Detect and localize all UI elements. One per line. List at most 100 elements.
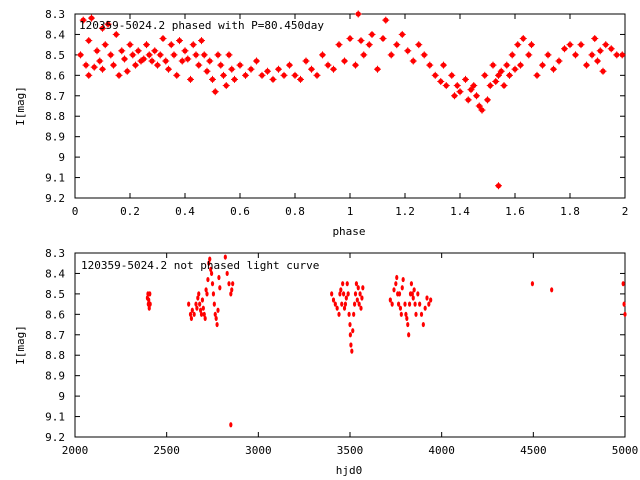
y-tick-label: 8.7 — [45, 90, 65, 103]
data-point — [225, 270, 229, 277]
x-tick-label: 2500 — [153, 444, 180, 457]
data-point — [204, 287, 208, 293]
y-tick-label: 9.1 — [45, 172, 65, 185]
data-point — [93, 47, 101, 55]
y-tick-label: 9.2 — [45, 431, 65, 444]
data-point — [178, 57, 186, 65]
data-point — [308, 65, 315, 73]
data-point — [227, 281, 231, 287]
x-tick-label: 4500 — [520, 444, 547, 457]
data-point — [348, 321, 352, 328]
data-point — [555, 57, 563, 65]
data-point — [198, 301, 202, 307]
data-point — [399, 311, 403, 317]
data-point — [107, 51, 115, 59]
data-point — [566, 41, 574, 49]
data-point — [165, 65, 172, 73]
data-point — [353, 291, 358, 297]
data-point — [218, 285, 222, 291]
data-point — [188, 311, 193, 317]
y-tick-label: 8.6 — [45, 69, 65, 82]
data-point — [184, 55, 192, 63]
data-point — [90, 63, 98, 71]
data-point — [324, 61, 332, 69]
data-point — [539, 61, 546, 69]
data-point — [396, 301, 401, 307]
data-point — [192, 311, 196, 317]
data-point — [495, 71, 502, 79]
data-point — [348, 332, 352, 338]
data-point — [347, 311, 351, 317]
data-point — [217, 61, 225, 69]
data-point — [429, 297, 433, 303]
data-point — [337, 311, 341, 317]
data-point — [352, 61, 359, 69]
x-tick-label: 5000 — [612, 444, 639, 457]
data-point — [500, 82, 508, 90]
data-point — [572, 51, 579, 59]
data-point — [437, 77, 445, 85]
data-point — [382, 16, 390, 24]
data-point — [425, 295, 429, 301]
data-point — [418, 301, 422, 307]
data-point — [187, 301, 191, 307]
chart-title: 120359-5024.2 not phased light curve — [81, 259, 319, 272]
data-point — [247, 65, 255, 73]
data-point — [212, 301, 216, 307]
y-tick-label: 8.9 — [45, 131, 65, 144]
data-point — [214, 315, 218, 322]
y-tick-label: 9.1 — [45, 411, 65, 424]
data-point — [88, 14, 95, 22]
data-point — [416, 291, 420, 297]
data-point — [456, 88, 464, 96]
data-point — [484, 96, 491, 104]
data-point — [340, 301, 344, 307]
data-point — [398, 305, 403, 311]
data-point — [189, 41, 197, 49]
y-ticks: 8.3 8.4 8.5 8.6 8.7 8.8 8.9 9 9.1 9.2 — [45, 247, 625, 444]
data-point — [148, 301, 152, 307]
data-point — [599, 67, 607, 75]
data-point — [339, 287, 343, 293]
data-point — [280, 71, 288, 79]
data-point — [489, 61, 497, 69]
data-point — [173, 71, 181, 79]
y-tick-label: 8.3 — [45, 8, 65, 21]
data-point — [222, 82, 230, 90]
data-point — [210, 281, 215, 287]
data-point — [201, 305, 205, 311]
data-point — [503, 61, 511, 69]
data-point — [196, 295, 200, 301]
data-point — [297, 75, 304, 83]
data-point — [203, 315, 207, 322]
data-point — [341, 57, 348, 65]
data-point — [344, 295, 348, 301]
data-point — [392, 287, 396, 293]
x-tick-label: 0.6 — [230, 205, 250, 218]
data-point — [104, 20, 112, 28]
data-point — [170, 51, 178, 59]
data-point — [508, 51, 516, 59]
data-point — [365, 41, 373, 49]
data-point — [140, 55, 148, 63]
data-point — [148, 57, 156, 65]
data-point — [110, 61, 117, 69]
data-point — [442, 82, 450, 90]
x-tick-label: 2000 — [62, 444, 89, 457]
data-point — [607, 45, 615, 53]
data-point — [528, 41, 535, 49]
data-point — [401, 276, 405, 283]
x-tick-label: 4000 — [428, 444, 455, 457]
data-point — [533, 71, 541, 79]
data-point — [211, 291, 216, 297]
data-point — [577, 41, 585, 49]
data-point — [394, 281, 398, 287]
data-point — [162, 57, 170, 65]
data-point — [393, 41, 401, 49]
data-point — [350, 348, 354, 354]
data-point — [228, 65, 236, 73]
data-point — [148, 291, 152, 297]
data-point — [206, 57, 214, 65]
data-point — [421, 321, 425, 328]
data-point — [497, 67, 505, 75]
